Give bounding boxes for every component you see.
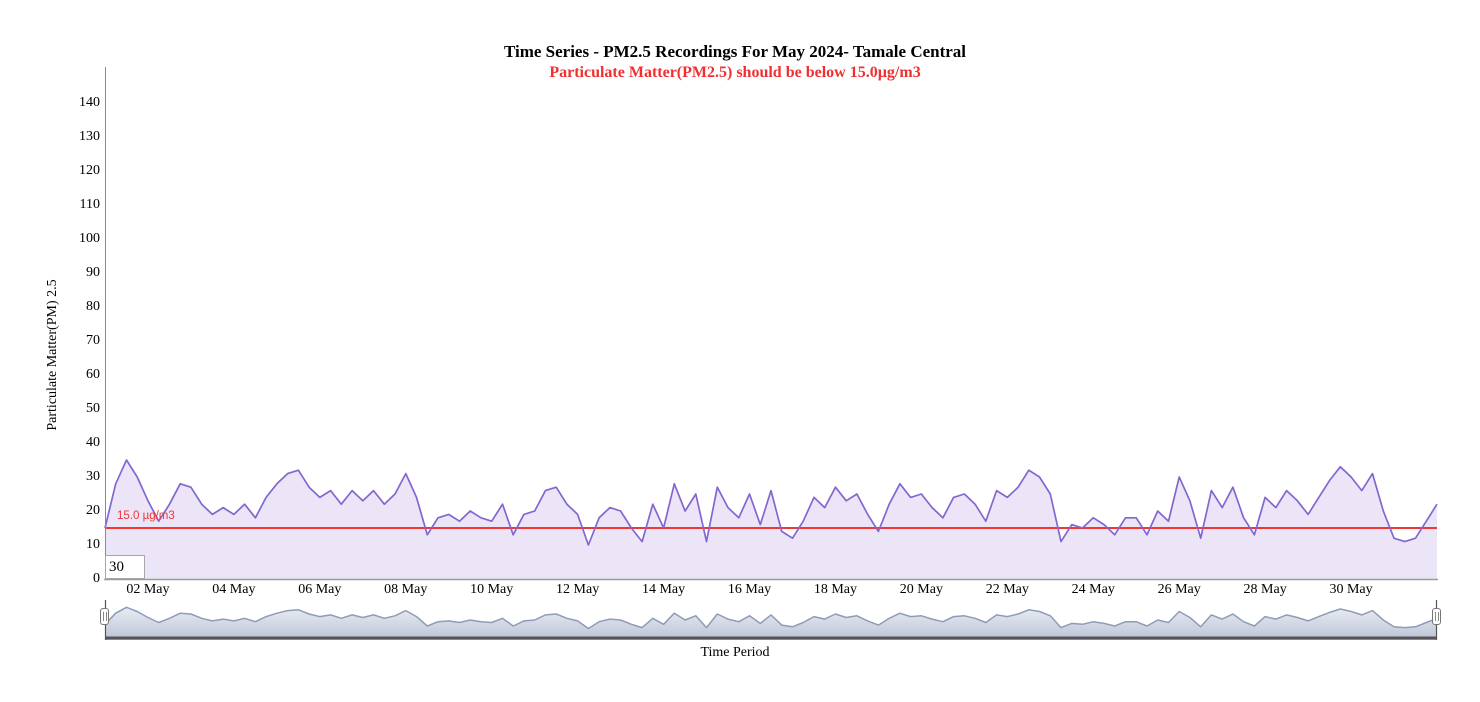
threshold-label: 15.0 µg/m3 <box>117 510 175 522</box>
x-tick-label: 12 May <box>556 582 600 597</box>
y-tick-label: 140 <box>79 95 100 110</box>
x-tick-label: 26 May <box>1157 582 1201 597</box>
y-tick-label: 30 <box>86 469 100 484</box>
chart-subtitle: Particulate Matter(PM2.5) should be belo… <box>549 64 921 81</box>
navigator-left-handle[interactable] <box>100 608 109 625</box>
y-tick-label: 40 <box>86 435 100 450</box>
y-tick-label: 60 <box>86 367 100 382</box>
y-tick-label: 110 <box>79 197 100 212</box>
pm25-series-line <box>104 459 1438 546</box>
y-tick-label: 50 <box>86 401 100 416</box>
x-tick-label: 18 May <box>813 582 858 597</box>
y-tick-label: 100 <box>79 231 100 246</box>
x-tick-label: 28 May <box>1243 582 1287 597</box>
y-tick-label: 130 <box>79 129 100 144</box>
x-tick-label: 22 May <box>985 582 1029 597</box>
y-tick-label: 90 <box>86 265 100 280</box>
navigator-track-bar[interactable] <box>105 636 1437 640</box>
y-tick-label: 120 <box>79 163 100 178</box>
range-indicator-box: 30 <box>105 555 145 579</box>
x-tick-label: 16 May <box>727 582 772 597</box>
x-tick-label: 14 May <box>641 582 686 597</box>
pm25-series-area <box>105 460 1437 579</box>
y-tick-label: 10 <box>86 537 100 552</box>
x-tick-label: 06 May <box>298 582 342 597</box>
x-axis-title: Time Period <box>700 645 770 660</box>
navigator-series-line <box>104 606 1438 630</box>
x-tick-label: 04 May <box>212 582 256 597</box>
y-tick-label: 0 <box>93 571 100 586</box>
navigator-right-handle[interactable] <box>1432 608 1441 625</box>
chart-title: Time Series - PM2.5 Recordings For May 2… <box>503 42 967 61</box>
y-tick-label: 80 <box>86 299 100 314</box>
y-tick-label: 20 <box>86 503 100 518</box>
x-tick-label: 10 May <box>470 582 514 597</box>
x-tick-label: 02 May <box>126 582 170 597</box>
y-tick-label: 70 <box>86 333 100 348</box>
x-tick-label: 08 May <box>384 582 428 597</box>
navigator-series-area[interactable] <box>105 607 1437 637</box>
x-tick-label: 24 May <box>1071 582 1115 597</box>
x-tick-label: 20 May <box>899 582 943 597</box>
x-tick-label: 30 May <box>1329 582 1373 597</box>
